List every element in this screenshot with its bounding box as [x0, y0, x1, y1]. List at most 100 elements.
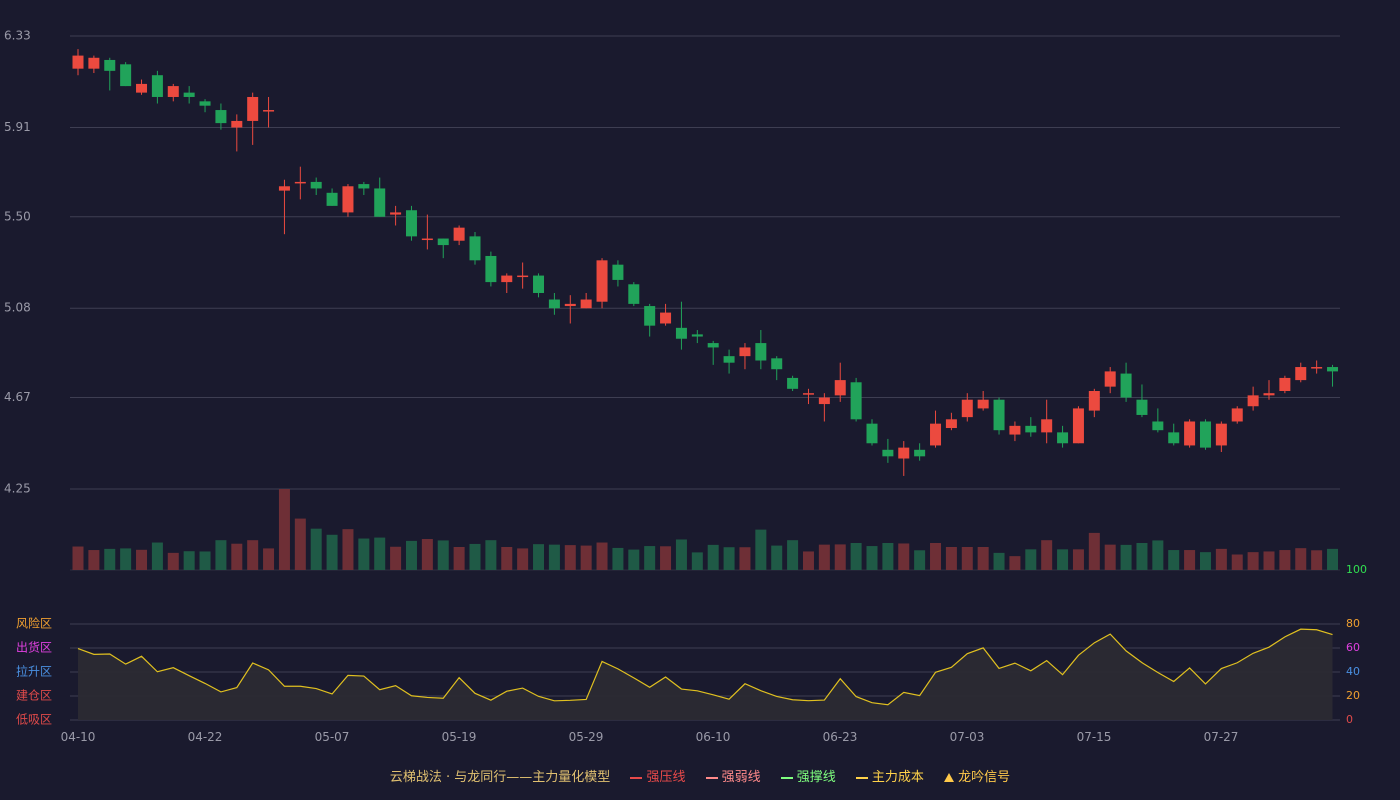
candle: [1263, 380, 1275, 400]
candle: [278, 179, 290, 235]
candle-body: [358, 184, 370, 189]
candle-body: [548, 299, 560, 309]
date-tick-label: 04-22: [188, 730, 223, 744]
candle: [628, 282, 640, 307]
candle: [485, 251, 497, 287]
candle-body: [644, 306, 656, 326]
volume-bar: [993, 552, 1005, 570]
volume-bar: [310, 528, 322, 570]
indicator-tick-label: 0: [1346, 713, 1353, 726]
candle: [596, 258, 608, 309]
volume-bar: [580, 545, 592, 570]
candle-body: [183, 92, 195, 97]
candles: [72, 49, 1339, 476]
candle: [644, 303, 656, 337]
date-tick-label: 06-10: [696, 730, 731, 744]
volume-bar: [151, 542, 163, 570]
candle-body: [1247, 395, 1259, 407]
legend-title: 云梯战法 · 与龙同行——主力量化模型: [389, 770, 611, 785]
volume-bars: [72, 489, 1339, 570]
date-tick-label: 04-10: [61, 730, 96, 744]
candle-body: [818, 397, 830, 405]
candle-body: [405, 210, 417, 237]
candle-body: [596, 260, 608, 302]
volume-bar: [961, 546, 973, 570]
candle-body: [882, 449, 894, 457]
candle-body: [278, 186, 290, 191]
candle-body: [294, 181, 306, 184]
volume-bar: [723, 547, 735, 570]
candle-body: [1025, 425, 1037, 433]
zone-label: 拉升区: [16, 664, 52, 679]
volume-bar: [1247, 552, 1259, 570]
candle-body: [612, 264, 624, 280]
volume-bar: [88, 550, 100, 570]
candle-body: [564, 303, 576, 307]
candle-body: [469, 236, 481, 261]
volume-bar: [485, 540, 497, 570]
candle: [1136, 384, 1148, 418]
volume-bar: [834, 544, 846, 570]
volume-bar: [247, 540, 259, 570]
candle: [993, 397, 1005, 435]
volume-bar: [199, 551, 211, 570]
candle: [358, 181, 370, 195]
volume-bar: [612, 547, 624, 570]
candle: [263, 96, 275, 128]
candle: [501, 273, 513, 293]
volume-bar: [1215, 548, 1227, 570]
candle-body: [1295, 367, 1307, 381]
volume-bar: [278, 489, 290, 570]
candle-body: [390, 212, 402, 215]
candle: [787, 375, 799, 391]
candle: [739, 343, 751, 370]
candle-body: [1009, 425, 1021, 435]
candle-body: [485, 255, 497, 283]
candle: [1041, 399, 1053, 444]
candle: [215, 103, 227, 130]
candle-body: [930, 423, 942, 446]
candle-body: [263, 110, 275, 112]
candle: [675, 301, 687, 350]
volume-bar: [660, 546, 672, 570]
candle: [707, 340, 719, 365]
candle-body: [1057, 432, 1069, 444]
candle-body: [1152, 421, 1164, 431]
candle: [469, 232, 481, 265]
candle: [136, 79, 148, 95]
candle-body: [1041, 419, 1053, 433]
volume-bar: [1295, 548, 1307, 570]
candle: [723, 349, 735, 374]
legend-item-qiangcheng: 强撑线: [780, 766, 836, 785]
volume-bar: [421, 539, 433, 570]
candle: [882, 438, 894, 463]
candle-body: [898, 447, 910, 459]
legend: 云梯战法 · 与龙同行——主力量化模型 强压线 强弱线 强撑线 主力成本 龙吟信…: [0, 766, 1400, 785]
volume-bar: [469, 543, 481, 570]
candle-body: [707, 343, 719, 348]
candle-body: [723, 356, 735, 363]
candle: [437, 238, 449, 259]
candle: [850, 377, 862, 422]
candle: [342, 184, 354, 217]
candle: [771, 356, 783, 381]
volume-bar: [1136, 543, 1148, 570]
signal-triangle-icon: [944, 773, 955, 782]
candle: [580, 292, 592, 309]
zone-label: 风险区: [16, 616, 52, 631]
candle: [88, 55, 100, 74]
candle-body: [1279, 377, 1291, 391]
volume-bar: [644, 546, 656, 570]
candle: [834, 362, 846, 402]
candle-body: [374, 188, 386, 217]
candle-body: [1184, 421, 1196, 446]
candle-body: [660, 312, 672, 324]
candle: [1104, 367, 1116, 394]
candle-body: [914, 449, 926, 457]
qiangcheng-line-icon: [780, 776, 793, 779]
candle-body: [136, 83, 148, 93]
date-tick-label: 07-03: [950, 730, 985, 744]
candle-body: [517, 275, 529, 278]
